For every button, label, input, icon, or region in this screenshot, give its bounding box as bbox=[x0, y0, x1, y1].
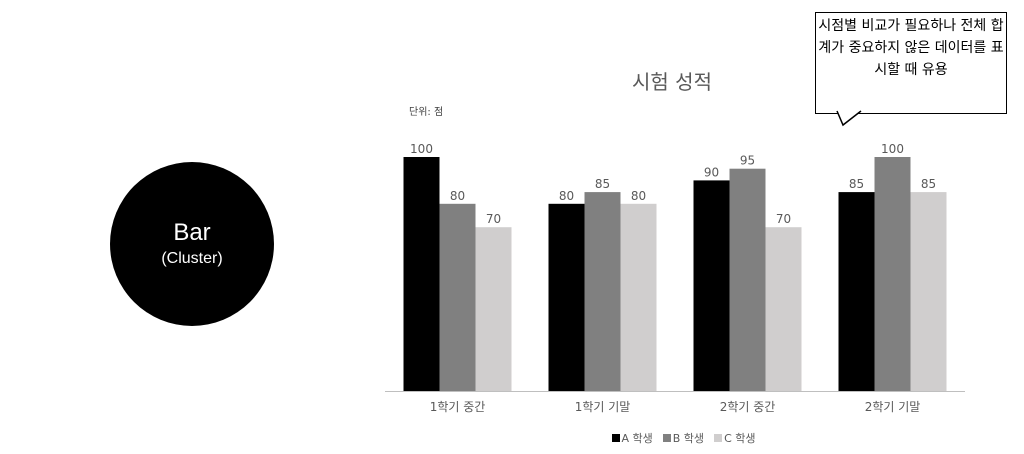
data-label: 100 bbox=[881, 142, 904, 156]
callout-box: 시점별 비교가 필요하나 전체 합계가 중요하지 않은 데이터를 표시할 때 유… bbox=[815, 12, 1007, 114]
data-label: 95 bbox=[740, 154, 755, 168]
bar bbox=[693, 180, 730, 391]
legend-swatch bbox=[611, 434, 620, 442]
legend-swatch bbox=[714, 434, 723, 442]
bar-chart: 100 80 70 1학기 중간 80 85 80 1학기 기말 90 95 70 2학기 중간 85 1… bbox=[385, 142, 965, 414]
legend-item: B 학생 bbox=[662, 430, 705, 446]
bar bbox=[874, 157, 911, 391]
legend-label: C 학생 bbox=[724, 432, 756, 445]
data-label: 85 bbox=[849, 177, 864, 191]
x-tick-label: 2학기 중간 bbox=[720, 400, 776, 414]
data-label: 80 bbox=[559, 189, 574, 203]
bar bbox=[729, 168, 766, 391]
unit-label: 단위: 점 bbox=[409, 107, 444, 118]
x-tick-label: 2학기 기말 bbox=[865, 400, 921, 414]
bar bbox=[403, 157, 440, 391]
data-label: 85 bbox=[595, 177, 610, 191]
bar bbox=[475, 227, 512, 391]
bar bbox=[765, 227, 802, 391]
data-label: 70 bbox=[776, 212, 791, 226]
legend-swatch bbox=[662, 434, 671, 442]
data-label: 70 bbox=[486, 212, 501, 226]
data-label: 80 bbox=[450, 189, 465, 203]
chart-title: 시험 성적 bbox=[632, 70, 712, 94]
bar bbox=[548, 203, 585, 391]
legend-item: C 학생 bbox=[714, 430, 755, 446]
bar bbox=[620, 203, 657, 391]
legend-item: A 학생 bbox=[611, 430, 653, 446]
chart-type-subtitle: (Cluster) bbox=[161, 250, 223, 267]
chart-type-badge: Bar (Cluster) bbox=[110, 162, 274, 326]
x-tick-label: 1학기 중간 bbox=[430, 400, 486, 414]
bar bbox=[439, 203, 476, 391]
data-label: 85 bbox=[921, 177, 936, 191]
data-label: 80 bbox=[631, 189, 646, 203]
x-tick-label: 1학기 기말 bbox=[575, 400, 631, 414]
data-label: 90 bbox=[704, 165, 719, 179]
data-label: 100 bbox=[410, 142, 433, 156]
chart-type-title: Bar bbox=[173, 219, 211, 246]
bar bbox=[910, 192, 947, 391]
callout-tail bbox=[836, 110, 862, 127]
chart-legend: A 학생 B 학생 C 학생 bbox=[0, 430, 1024, 446]
legend-label: B 학생 bbox=[672, 432, 705, 445]
bar bbox=[838, 192, 875, 391]
legend-label: A 학생 bbox=[621, 432, 653, 445]
bar bbox=[584, 192, 621, 391]
